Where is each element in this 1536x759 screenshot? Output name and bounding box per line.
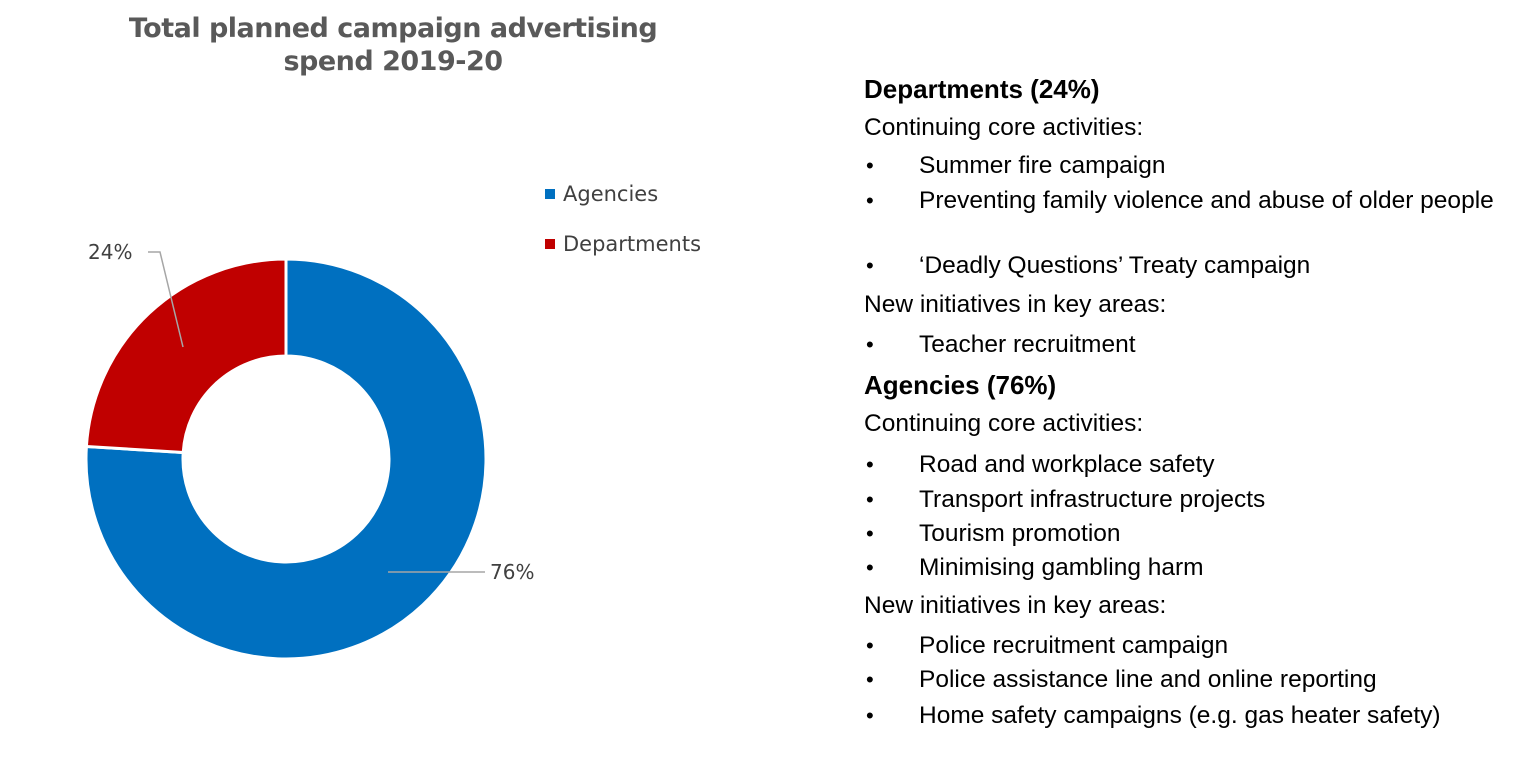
donut-slice-agencies xyxy=(84,257,488,661)
bullet-icon: • xyxy=(866,188,874,213)
group-label: Continuing core activities: xyxy=(864,114,1144,141)
section-heading: Agencies (76%) xyxy=(864,370,1057,400)
list-item: Minimising gambling harm xyxy=(919,554,1204,581)
list-item: Teacher recruitment xyxy=(919,331,1136,358)
legend-swatch-departments xyxy=(545,239,555,249)
list-item: Transport infrastructure projects xyxy=(919,486,1266,513)
list-item: Preventing family violence and abuse of … xyxy=(919,187,1494,214)
chart-title-line-1: Total planned campaign advertising xyxy=(128,13,658,44)
chart-title: Total planned campaign advertising spend… xyxy=(93,12,693,78)
data-label-departments: 24% xyxy=(88,240,133,264)
legend-label: Agencies xyxy=(563,182,659,206)
group-label: New initiatives in key areas: xyxy=(864,592,1167,619)
list-item: Road and workplace safety xyxy=(919,451,1215,478)
list-item: Police recruitment campaign xyxy=(919,632,1229,659)
list-item: Summer fire campaign xyxy=(919,152,1166,179)
donut-slice-departments xyxy=(84,257,288,455)
leader-line-departments xyxy=(148,251,184,348)
legend-item-departments: Departments xyxy=(545,232,701,256)
group-label: New initiatives in key areas: xyxy=(864,291,1167,318)
bullet-icon: • xyxy=(866,667,874,692)
legend-swatch-agencies xyxy=(545,189,555,199)
donut-chart xyxy=(84,251,488,661)
chart-title-line-2: spend 2019-20 xyxy=(283,46,503,77)
bullet-icon: • xyxy=(866,633,874,658)
list-item: Police assistance line and online report… xyxy=(919,666,1377,693)
bullet-icon: • xyxy=(866,153,874,178)
bullet-icon: • xyxy=(866,703,874,728)
list-item: Home safety campaigns (e.g. gas heater s… xyxy=(919,702,1441,729)
bullet-icon: • xyxy=(866,452,874,477)
data-label-agencies: 76% xyxy=(490,560,535,584)
bullet-icon: • xyxy=(866,332,874,357)
bullet-icon: • xyxy=(866,487,874,512)
section-heading: Departments (24%) xyxy=(864,74,1100,104)
list-item: Tourism promotion xyxy=(919,520,1121,547)
legend-label: Departments xyxy=(563,232,702,256)
legend-item-agencies: Agencies xyxy=(545,182,658,206)
bullet-icon: • xyxy=(866,555,874,580)
group-label: Continuing core activities: xyxy=(864,410,1144,437)
bullet-icon: • xyxy=(866,521,874,546)
list-item: ‘Deadly Questions’ Treaty campaign xyxy=(919,252,1311,279)
bullet-icon: • xyxy=(866,253,874,278)
